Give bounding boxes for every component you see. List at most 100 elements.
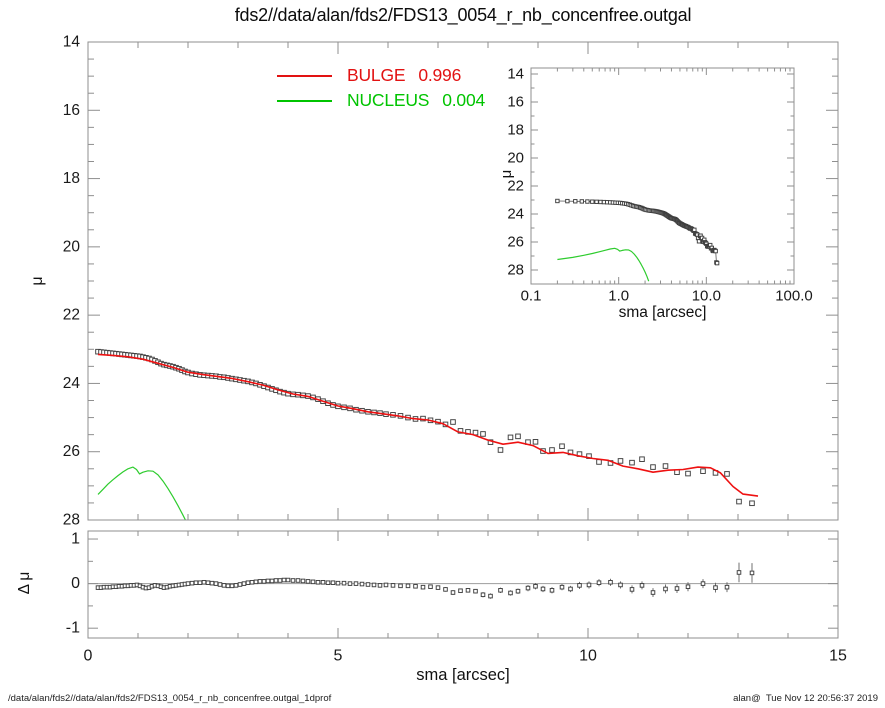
data-point-marker [685,470,691,477]
data-point-marker [555,198,560,204]
data-point-marker [586,582,592,588]
data-point-marker [209,580,215,586]
data-point-marker [577,583,582,588]
x-tick-label: 100.0 [775,288,813,305]
data-point-marker [273,578,279,583]
y-tick-label: 16 [63,102,80,119]
data-point-marker [269,578,275,584]
footer-user-timestamp: alan@ Tue Nov 12 20:56:37 2019 [733,693,878,704]
data-point-marker [241,581,247,586]
data-point-marker [590,199,595,204]
data-point-marker [585,199,590,204]
data-point-marker [568,586,573,592]
residual-axes [87,530,839,639]
main-data-area [95,348,759,520]
data-point-marker [457,428,464,434]
data-point-marker [377,583,383,588]
x-tick-label: 10 [579,648,597,665]
x-axis-title: sma [arcsec] [416,666,510,684]
data-point-marker [507,434,514,441]
y-tick-label: 0 [71,575,80,592]
data-point-marker [617,458,624,464]
data-point-marker [233,583,239,588]
data-point-marker [650,590,656,595]
data-point-marker [685,584,691,590]
data-point-marker [515,588,521,594]
main-frame [87,41,839,521]
data-point-marker [473,588,478,594]
x-tick-label: 5 [334,648,343,665]
legend-label-nucleus: NUCLEUS [347,90,430,110]
data-point-marker [245,580,251,585]
data-point-marker [749,500,755,507]
data-point-marker [420,584,426,590]
data-point-marker [749,570,755,576]
x-tick-label: 15 [829,648,847,665]
data-point-marker [598,199,603,205]
data-point-marker [498,588,503,593]
data-point-marker [724,471,730,477]
x-tick-label: 0 [84,648,93,665]
data-point-marker [249,579,255,585]
footer-file-path: /data/alan/fds2//data/alan/fds2/FDS13_00… [8,693,332,704]
data-point-marker [480,431,486,437]
data-point-marker [353,581,359,586]
data-point-marker [497,447,504,453]
residual-y-axis-title: Δ μ [16,571,33,595]
inset-x-axis-title: sma [arcsec] [618,304,707,321]
legend-label-bulge: BULGE [347,65,406,85]
data-point-marker [465,588,471,593]
data-point-marker [325,580,331,585]
legend-row-bulge: BULGE 0.996 [277,63,485,88]
data-point-marker [532,439,539,445]
y-tick-label: 28 [63,512,80,529]
inset-tick-labels: 14 16 18 20 22 24 26 28 0.1 1.0 10.0 100.0 [507,66,812,305]
data-point-marker [335,580,341,586]
data-point-marker [341,580,347,586]
data-point-marker [700,581,706,586]
data-point-marker [700,468,706,474]
data-point-marker [257,579,263,584]
x-tick-label: 10.0 [692,288,721,305]
data-point-marker [674,586,680,591]
data-point-marker [608,579,613,585]
data-point-marker [639,456,645,463]
nucleus-line-sample [277,99,332,102]
inset-frame [530,67,795,285]
data-point-marker [237,582,243,587]
data-point-marker [736,498,742,505]
bulge-line [97,353,759,497]
data-point-marker [217,582,223,587]
data-point-marker [508,590,513,596]
y-tick-label: -1 [66,620,80,637]
data-point-marker [277,578,283,583]
y-tick-label: 22 [507,178,524,195]
page-title: fds2//data/alan/fds2/FDS13_0054_r_nb_con… [234,5,692,25]
data-point-marker [300,578,306,584]
data-point-marker [371,582,377,588]
data-point-marker [428,584,433,590]
data-point-marker [458,588,463,594]
data-point-marker [365,582,371,587]
y-tick-label: 18 [507,122,524,139]
y-tick-label: 26 [63,443,80,460]
data-point-marker [596,580,602,585]
y-tick-label: 14 [63,34,81,51]
data-point-marker [480,592,486,598]
data-point-marker [413,584,418,589]
data-point-marker [629,459,635,466]
data-point-marker [450,590,456,595]
legend-row-nucleus: NUCLEUS 0.004 [277,88,485,113]
nucleus-line [557,247,650,282]
data-point-marker [450,419,456,425]
data-point-marker [205,580,211,585]
data-point-marker [549,447,555,453]
data-point-marker [435,585,441,590]
main-tick-labels: 14 16 18 20 22 24 26 28 [63,34,81,529]
data-point-marker [295,578,301,583]
y-tick-label: 28 [507,262,524,279]
data-point-marker [515,433,521,440]
data-point-marker [573,199,578,204]
